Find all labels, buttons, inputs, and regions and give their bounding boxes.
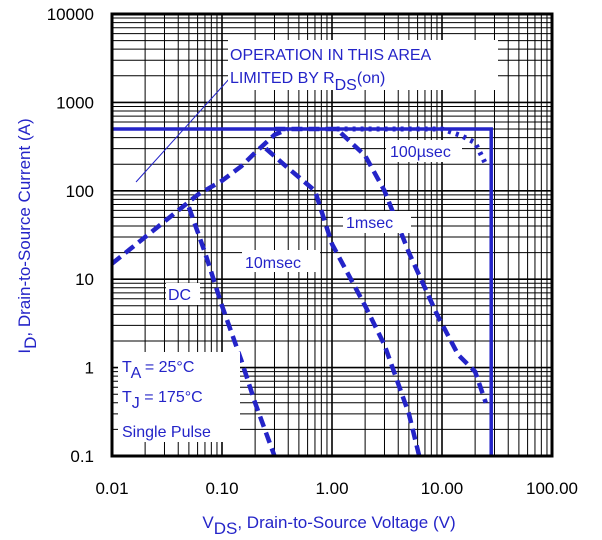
x-axis-label: VDS, Drain-to-Source Voltage (V) [202, 513, 455, 538]
plot-frame [110, 12, 554, 458]
condition-ta: TA = 25°C [122, 359, 194, 382]
conditions-box: TA = 25°C TJ = 175°C Single Pulse [118, 352, 240, 442]
label-dc: DC [168, 287, 191, 304]
x-tick-label: 0.01 [95, 479, 128, 498]
y-tick-label: 1000 [56, 93, 94, 112]
y-tick-label: 10 [75, 270, 94, 289]
x-tick-label: 1.00 [315, 479, 348, 498]
series-line [110, 126, 290, 266]
series-line [336, 126, 489, 166]
label-10msec: 10msec [245, 255, 301, 272]
condition-single-pulse: Single Pulse [122, 424, 211, 441]
series-line [274, 126, 488, 404]
x-tick-label: 100.00 [526, 479, 578, 498]
y-axis-label: ID, Drain-to-Source Current (A) [15, 118, 40, 353]
y-tick-label: 100 [66, 182, 94, 201]
series-group [110, 126, 493, 457]
series-line [264, 146, 422, 457]
label-1msec: 1msec [346, 215, 393, 232]
y-tick-label: 10000 [47, 5, 94, 24]
x-tick-label: 0.10 [205, 479, 238, 498]
condition-tj: TJ = 175°C [122, 389, 203, 412]
series-line [112, 127, 493, 456]
series-line [186, 206, 277, 457]
rds-leader-line [135, 77, 231, 183]
y-tick-label: 0.1 [70, 447, 94, 466]
label-100usec: 100µsec [390, 144, 451, 161]
x-tick-label: 10.00 [421, 479, 464, 498]
rds-annotation-line1: OPERATION IN THIS AREA [230, 47, 432, 64]
tick-labels: 0.01 0.10 1.00 10.00 100.00 10000 1000 100 10 1 0.… [47, 5, 578, 498]
rds-annotation-line2: LIMITED BY RDS(on) [230, 70, 385, 94]
y-tick-label: 1 [85, 359, 94, 378]
rds-annotation: OPERATION IN THIS AREA LIMITED BY RDS(on… [135, 40, 498, 183]
